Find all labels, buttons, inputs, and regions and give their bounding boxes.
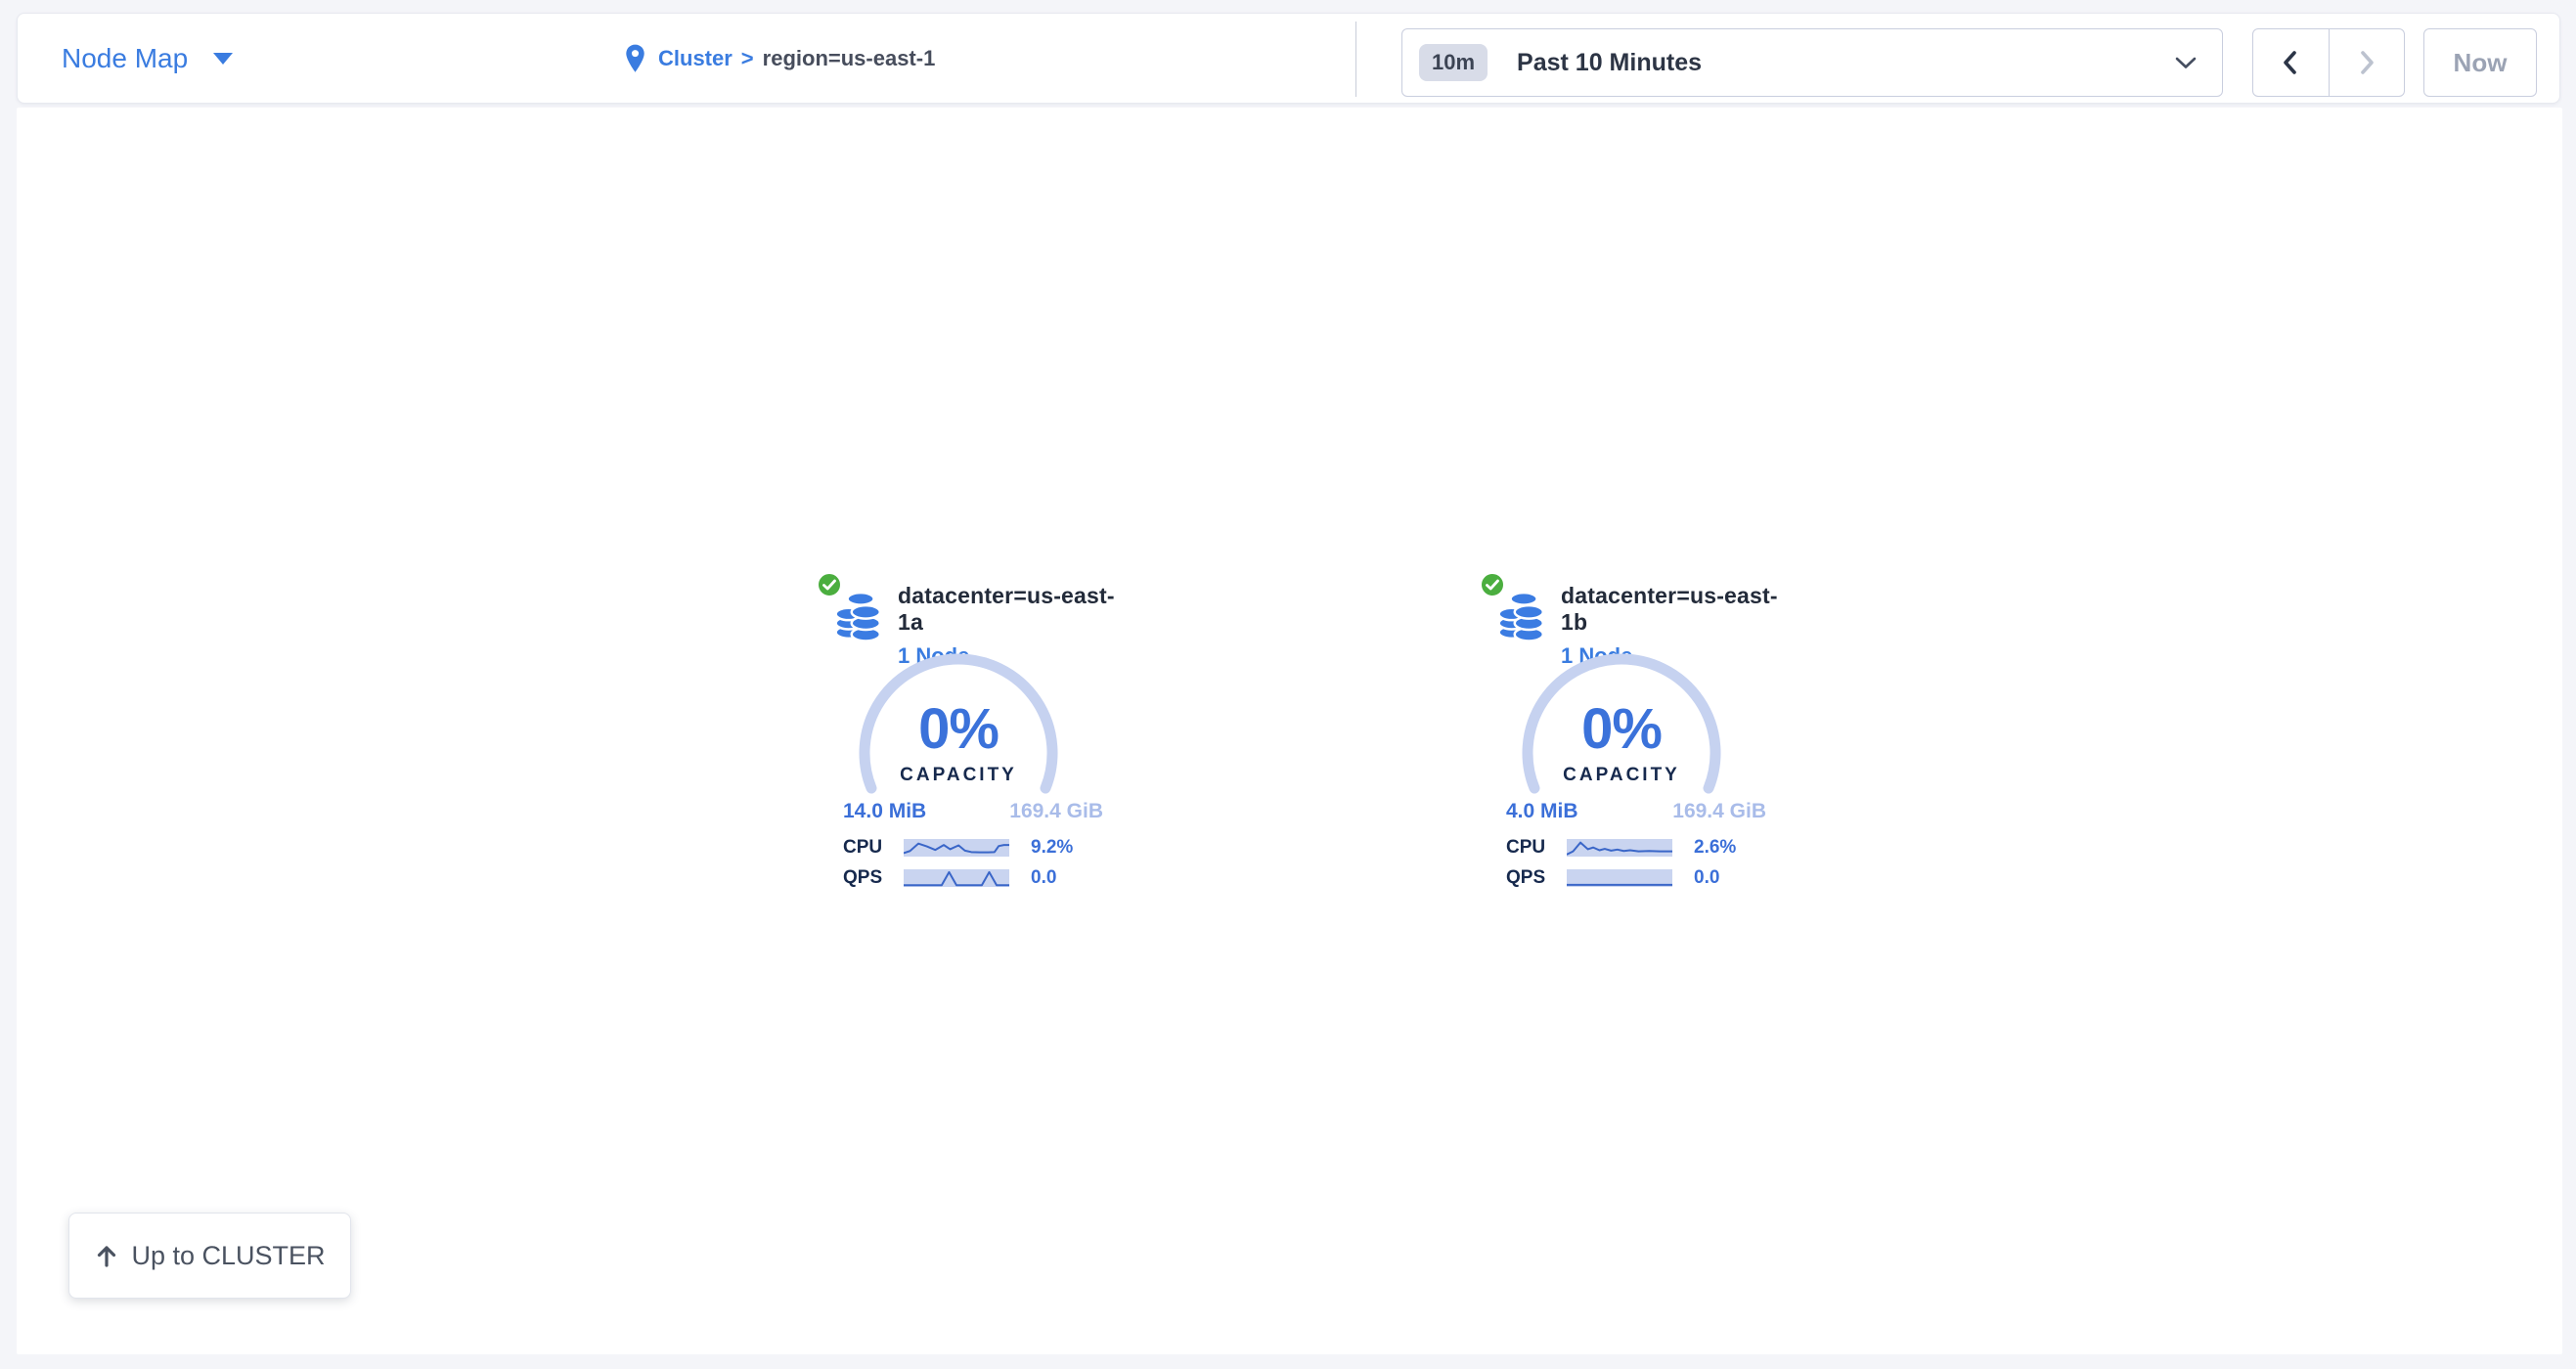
datacenter-header: datacenter=us-east-1a 1 Node xyxy=(817,572,1130,668)
breadcrumb-cluster-link[interactable]: Cluster xyxy=(658,45,733,70)
capacity-label: CAPACITY xyxy=(1563,765,1680,785)
capacity-percent: 0% xyxy=(1581,697,1663,761)
time-window-dropdown[interactable]: 10m Past 10 Minutes xyxy=(1401,28,2223,97)
datacenter-stats: 14.0 MiB 169.4 GiB CPU 9.2% QPS xyxy=(843,800,1103,897)
header-divider xyxy=(1355,22,1356,97)
qps-sparkline xyxy=(904,869,1009,887)
time-nav-group xyxy=(2252,28,2405,97)
qps-value: 0.0 xyxy=(1694,867,1720,888)
cpu-label: CPU xyxy=(1506,837,1546,858)
qps-sparkline xyxy=(1567,869,1672,887)
header-bar: Node Map Cluster > region=us-east-1 10m … xyxy=(17,13,2560,104)
breadcrumb: Cluster > region=us-east-1 xyxy=(624,14,935,103)
up-to-cluster-button[interactable]: Up to CLUSTER xyxy=(68,1213,351,1299)
up-to-cluster-label: Up to CLUSTER xyxy=(131,1240,326,1270)
cpu-row: CPU 2.6% xyxy=(1506,836,1766,860)
check-circle-icon xyxy=(1480,572,1505,597)
chevron-right-icon xyxy=(2360,51,2374,74)
capacity-gauge: 0% CAPACITY xyxy=(851,645,1066,861)
now-button[interactable]: Now xyxy=(2423,28,2537,97)
database-icon xyxy=(834,591,882,642)
capacity-arc xyxy=(859,653,1058,794)
view-selector-label: Node Map xyxy=(62,42,189,73)
capacity-gauge: 0% CAPACITY xyxy=(1514,645,1729,861)
cpu-row: CPU 9.2% xyxy=(843,836,1103,860)
breadcrumb-current-location: region=us-east-1 xyxy=(762,45,936,70)
capacity-arc xyxy=(1522,653,1721,794)
qps-label: QPS xyxy=(843,867,883,888)
chevron-down-icon xyxy=(2175,57,2197,68)
cpu-label: CPU xyxy=(843,837,883,858)
prev-time-button[interactable] xyxy=(2253,29,2329,96)
cpu-value: 2.6% xyxy=(1694,837,1737,858)
capacity-label: CAPACITY xyxy=(900,765,1017,785)
qps-row: QPS 0.0 xyxy=(1506,866,1766,890)
datacenter-title: datacenter=us-east-1a xyxy=(898,583,1115,635)
chevron-left-icon xyxy=(2284,51,2297,74)
datacenter-card-us-east-1b[interactable]: datacenter=us-east-1b 1 Node 0% CAPACITY… xyxy=(1480,572,1793,888)
capacity-used: 14.0 MiB xyxy=(843,800,927,822)
time-window-badge: 10m xyxy=(1419,44,1488,81)
capacity-total: 169.4 GiB xyxy=(1672,800,1766,822)
qps-value: 0.0 xyxy=(1031,867,1057,888)
capacity-total: 169.4 GiB xyxy=(1009,800,1103,822)
cpu-value: 9.2% xyxy=(1031,837,1074,858)
datacenter-header: datacenter=us-east-1b 1 Node xyxy=(1480,572,1793,668)
map-pin-icon xyxy=(626,44,644,72)
arrow-up-icon xyxy=(98,1246,116,1267)
cpu-sparkline xyxy=(1567,839,1672,857)
chevron-down-icon xyxy=(213,52,234,65)
breadcrumb-separator: > xyxy=(740,45,754,70)
capacity-percent: 0% xyxy=(918,697,999,761)
qps-row: QPS 0.0 xyxy=(843,866,1103,890)
view-selector-dropdown[interactable]: Node Map xyxy=(62,14,234,103)
database-icon xyxy=(1497,591,1545,642)
time-window-label: Past 10 Minutes xyxy=(1517,48,1702,76)
datacenter-card-us-east-1a[interactable]: datacenter=us-east-1a 1 Node 0% CAPACITY… xyxy=(817,572,1130,888)
cpu-sparkline xyxy=(904,839,1009,857)
datacenter-stats: 4.0 MiB 169.4 GiB CPU 2.6% QPS xyxy=(1506,800,1766,897)
capacity-used: 4.0 MiB xyxy=(1506,800,1578,822)
datacenter-title: datacenter=us-east-1b xyxy=(1561,583,1778,635)
next-time-button[interactable] xyxy=(2328,29,2405,96)
check-circle-icon xyxy=(817,572,842,597)
qps-label: QPS xyxy=(1506,867,1546,888)
node-map-canvas: datacenter=us-east-1a 1 Node 0% CAPACITY… xyxy=(17,108,2562,1354)
